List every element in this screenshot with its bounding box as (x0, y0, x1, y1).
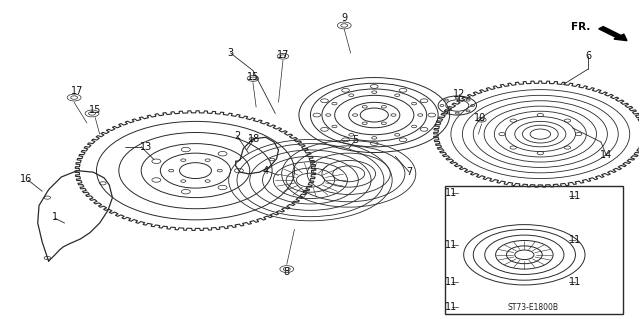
Text: 11: 11 (570, 235, 582, 246)
Text: 11: 11 (570, 277, 582, 287)
Text: 18: 18 (248, 134, 260, 144)
Text: 11: 11 (570, 191, 582, 201)
Text: 11: 11 (445, 240, 458, 250)
Text: 16: 16 (20, 174, 33, 183)
Text: 14: 14 (600, 150, 612, 160)
Bar (445, 187, 623, 314)
Text: 15: 15 (89, 105, 101, 115)
Text: 6: 6 (585, 51, 591, 61)
Text: 15: 15 (247, 72, 259, 82)
Text: 9: 9 (341, 13, 348, 23)
Text: 13: 13 (140, 142, 152, 152)
Text: FR.: FR. (572, 22, 591, 32)
Text: 11: 11 (445, 302, 458, 312)
Text: 1: 1 (52, 212, 58, 222)
Text: 17: 17 (71, 86, 83, 96)
Text: 11: 11 (445, 188, 458, 198)
Text: 10: 10 (474, 113, 486, 123)
Text: 8: 8 (284, 267, 290, 277)
Text: 17: 17 (276, 50, 289, 60)
Text: 3: 3 (228, 48, 234, 58)
Text: 12: 12 (453, 89, 465, 100)
Text: 11: 11 (445, 277, 458, 287)
Text: 4: 4 (262, 166, 269, 176)
Text: 2: 2 (234, 131, 240, 141)
FancyArrow shape (599, 26, 627, 41)
Text: 5: 5 (352, 136, 358, 145)
Text: 7: 7 (406, 167, 413, 177)
Text: ST73-E1800B: ST73-E1800B (507, 303, 558, 312)
